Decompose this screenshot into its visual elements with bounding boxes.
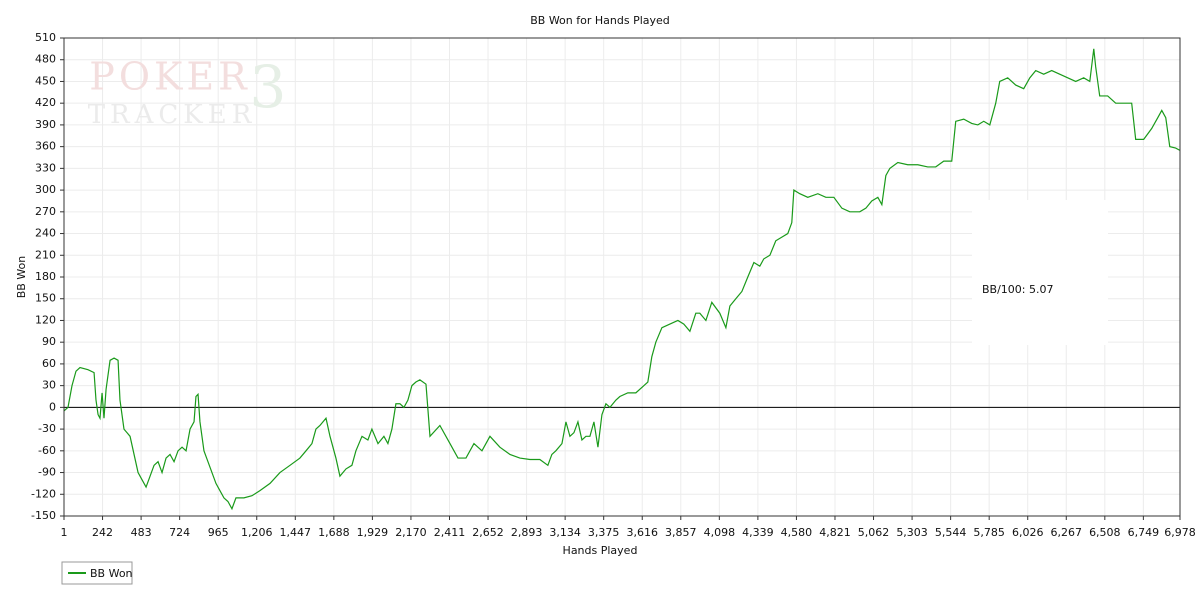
- annotation-box: [972, 200, 1108, 345]
- x-tick-label: 2,652: [472, 526, 504, 539]
- y-tick-label: 150: [35, 292, 56, 305]
- x-tick-label: 3,857: [665, 526, 697, 539]
- y-tick-label: 180: [35, 270, 56, 283]
- x-tick-label: 1,206: [241, 526, 273, 539]
- y-tick-label: 210: [35, 248, 56, 261]
- marks: [63, 48, 1180, 511]
- y-tick-label: -90: [38, 466, 56, 479]
- y-tick-label: 510: [35, 31, 56, 44]
- x-tick-label: 242: [92, 526, 113, 539]
- x-tick-label: 5,062: [858, 526, 890, 539]
- y-tick-label: 0: [49, 400, 56, 413]
- x-tick-label: 4,098: [704, 526, 736, 539]
- x-tick-label: 3,375: [588, 526, 620, 539]
- y-tick-label: 120: [35, 313, 56, 326]
- x-tick-label: 1,688: [318, 526, 350, 539]
- y-tick-label: 390: [35, 118, 56, 131]
- x-tick-label: 6,267: [1051, 526, 1083, 539]
- x-tick-label: 965: [208, 526, 229, 539]
- x-tick-label: 2,170: [395, 526, 427, 539]
- x-axis-label: Hands Played: [563, 544, 638, 557]
- legend: [61, 561, 133, 585]
- y-tick-label: 330: [35, 161, 56, 174]
- y-tick-label: -120: [31, 487, 56, 500]
- x-tick-label: 1,929: [357, 526, 389, 539]
- y-tick-label: 30: [42, 379, 56, 392]
- x-tick-label: 1: [61, 526, 68, 539]
- x-tick-label: 4,580: [781, 526, 813, 539]
- x-tick-label: 6,978: [1164, 526, 1196, 539]
- y-tick-label: -30: [38, 422, 56, 435]
- watermark: POKER: [89, 55, 250, 99]
- y-tick-label: 60: [42, 357, 56, 370]
- series-line: [63, 48, 1180, 511]
- x-tick-label: 2,893: [511, 526, 543, 539]
- y-tick-label: 300: [35, 183, 56, 196]
- y-tick-label: 270: [35, 205, 56, 218]
- x-tick-label: 724: [169, 526, 190, 539]
- y-tick-label: 360: [35, 140, 56, 153]
- y-tick-label: -60: [38, 444, 56, 457]
- x-tick-label: 6,508: [1089, 526, 1121, 539]
- x-tick-label: 4,339: [742, 526, 774, 539]
- x-tick-label: 5,544: [935, 526, 967, 539]
- y-tick-label: 480: [35, 53, 56, 66]
- legend-label: BB Won: [90, 567, 133, 580]
- watermark: 3: [250, 53, 287, 121]
- x-tick-label: 5,785: [973, 526, 1005, 539]
- y-tick-label: 90: [42, 335, 56, 348]
- x-tick-label: 6,749: [1128, 526, 1160, 539]
- x-tick-label: 4,821: [819, 526, 851, 539]
- y-tick-label: 240: [35, 227, 56, 240]
- x-tick-label: 2,411: [434, 526, 466, 539]
- x-tick-label: 3,616: [626, 526, 658, 539]
- annotation: BB/100: 5.07: [982, 283, 1054, 296]
- x-tick-label: 5,303: [896, 526, 928, 539]
- y-tick-label: 420: [35, 96, 56, 109]
- x-tick-label: 483: [131, 526, 152, 539]
- x-tick-label: 1,447: [280, 526, 312, 539]
- x-tick-label: 3,134: [549, 526, 581, 539]
- x-tick-label: 6,026: [1012, 526, 1044, 539]
- chart-title: BB Won for Hands Played: [530, 14, 670, 27]
- y-axis-label: BB Won: [15, 256, 28, 299]
- y-tick-label: 450: [35, 74, 56, 87]
- watermark: TRACKER: [88, 100, 257, 130]
- y-tick-label: -150: [31, 509, 56, 522]
